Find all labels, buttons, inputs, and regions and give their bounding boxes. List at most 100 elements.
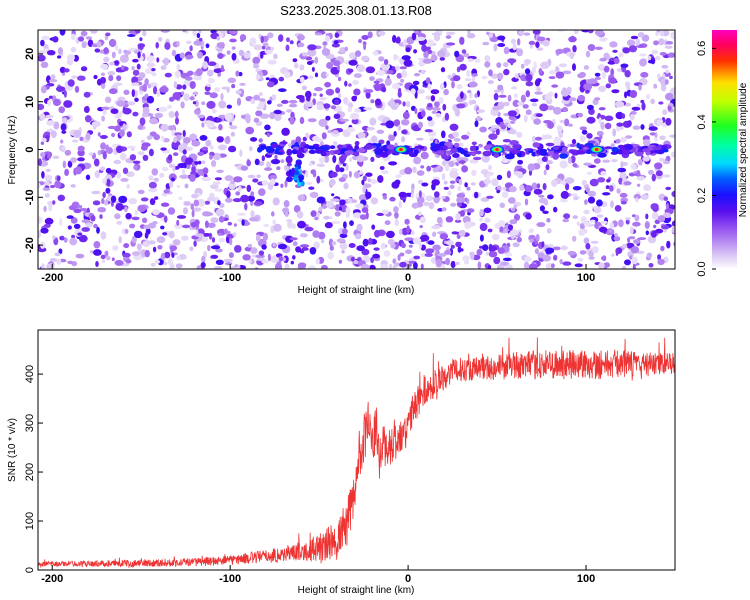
spectrogram-speckle [416,170,425,176]
spectrogram-speckle [585,187,590,193]
spectrogram-speckle [67,79,75,87]
spectrogram-speckle [435,113,442,118]
spectrogram-speckle [191,161,195,167]
spectrogram-speckle [618,177,623,185]
spectrogram-speckle [572,163,578,168]
spectrogram-speckle [333,40,339,44]
spectrogram-speckle [231,84,236,89]
spectrogram-speckle [276,103,283,108]
spectrogram-speckle [322,203,327,209]
y-tick-label: 0 [24,146,36,152]
spectrogram-speckle [146,55,155,62]
spectrogram-speckle [573,195,579,201]
spectrogram-speckle [624,70,631,78]
spectrogram-speckle [583,209,590,215]
spectrogram-speckle [671,190,675,198]
spectrogram-speckle [401,70,408,78]
spectrogram-speckle [657,73,661,80]
x-tick-label: -100 [219,573,241,585]
spectrogram-speckle [137,43,146,48]
spectrogram-band-speckle [257,147,263,153]
spectrogram-peak [594,148,599,151]
spectrogram-speckle [601,256,607,261]
spectrogram-speckle [319,93,323,97]
spectrogram-speckle [498,220,506,228]
spectrogram-speckle [193,40,203,46]
spectrogram-speckle [551,179,558,187]
spectrogram-speckle [633,239,641,244]
snr-x-ticks: -200 -100 0 100 [41,565,595,585]
spectrogram-speckle [501,157,510,163]
spectrogram-speckle [479,222,488,232]
spectrogram-speckle [231,53,237,61]
spectrogram-speckle [661,225,670,230]
colorbar-tick-label: 0.0 [696,261,708,276]
spectrogram-speckle [84,115,92,123]
spectrogram-speckle [234,245,242,253]
spectrogram-speckle [599,226,608,233]
x-tick-label: 0 [405,272,411,284]
chart-title: S233.2025.308.01.13.R08 [280,3,432,18]
spectrogram-speckle [589,178,599,187]
spectrogram-band-speckle [380,151,389,158]
spectrogram-speckle [104,96,112,104]
spectrogram-speckle [281,99,289,104]
spectrogram-speckle [267,100,272,105]
spectrogram-speckle [640,71,649,78]
spectrogram-speckle [615,248,619,257]
spectrogram-speckle [336,65,340,71]
spectrogram-speckle [541,156,548,162]
spectrogram-speckle [185,163,191,169]
spectrogram-speckle [215,248,223,253]
spectrogram-speckle [50,74,56,80]
spectrogram-band-speckle [271,143,278,149]
spectrogram-speckle [403,59,413,67]
spectrogram-speckle [443,186,449,190]
spectrogram-speckle [111,257,115,262]
spectrogram-speckle [659,157,665,162]
spectrogram-speckle [347,197,353,204]
spectrogram-band-speckle [597,152,607,158]
spectrogram-speckle [273,109,283,115]
spectrogram-band-speckle [333,150,341,155]
spectrogram-speckle [38,103,45,111]
spectrogram-speckle [427,83,432,91]
spectrogram-speckle [102,109,107,116]
spectrogram-speckle [210,245,221,250]
spectrogram-speckle [466,69,471,77]
spectrogram-speckle [121,65,125,71]
spectrogram-speckle [510,38,516,45]
spectrogram-speckle [456,84,463,90]
spectrogram-speckle [260,52,264,59]
spectrogram-speckle [135,30,141,34]
spectrogram-speckle [331,241,337,246]
spectrogram-speckle [228,145,237,153]
spectrogram-band-speckle [470,152,477,157]
spectrogram-speckle [488,245,498,252]
spectrogram-speckle [496,62,502,68]
spectrogram-speckle [112,245,119,251]
spectrogram-speckle [444,163,450,172]
spectrogram-speckle [100,63,109,70]
snr-frame [37,329,676,571]
spectrogram-speckle [69,237,78,246]
spectrogram-band-speckle [539,148,548,153]
spectrogram-speckle [38,216,43,224]
spectrogram-speckle [609,41,618,48]
spectrogram-speckle [598,117,602,125]
spectrogram-speckle [467,89,472,94]
spectrogram-speckle [297,220,306,229]
spectrogram-band-speckle [303,147,308,152]
spectrogram-speckle [445,35,452,39]
spectrogram-speckle [175,84,183,90]
spectrogram-speckle [228,181,236,190]
spectrogram-speckle [514,93,518,99]
spectrogram-speckle [185,54,194,60]
spectrogram-speckle [226,104,232,109]
spectrogram-speckle [182,149,187,155]
spectrogram-speckle [436,216,443,224]
spectrogram-speckle [164,215,168,223]
spectrogram-speckle [178,196,183,200]
spectrogram-speckle [232,198,242,203]
